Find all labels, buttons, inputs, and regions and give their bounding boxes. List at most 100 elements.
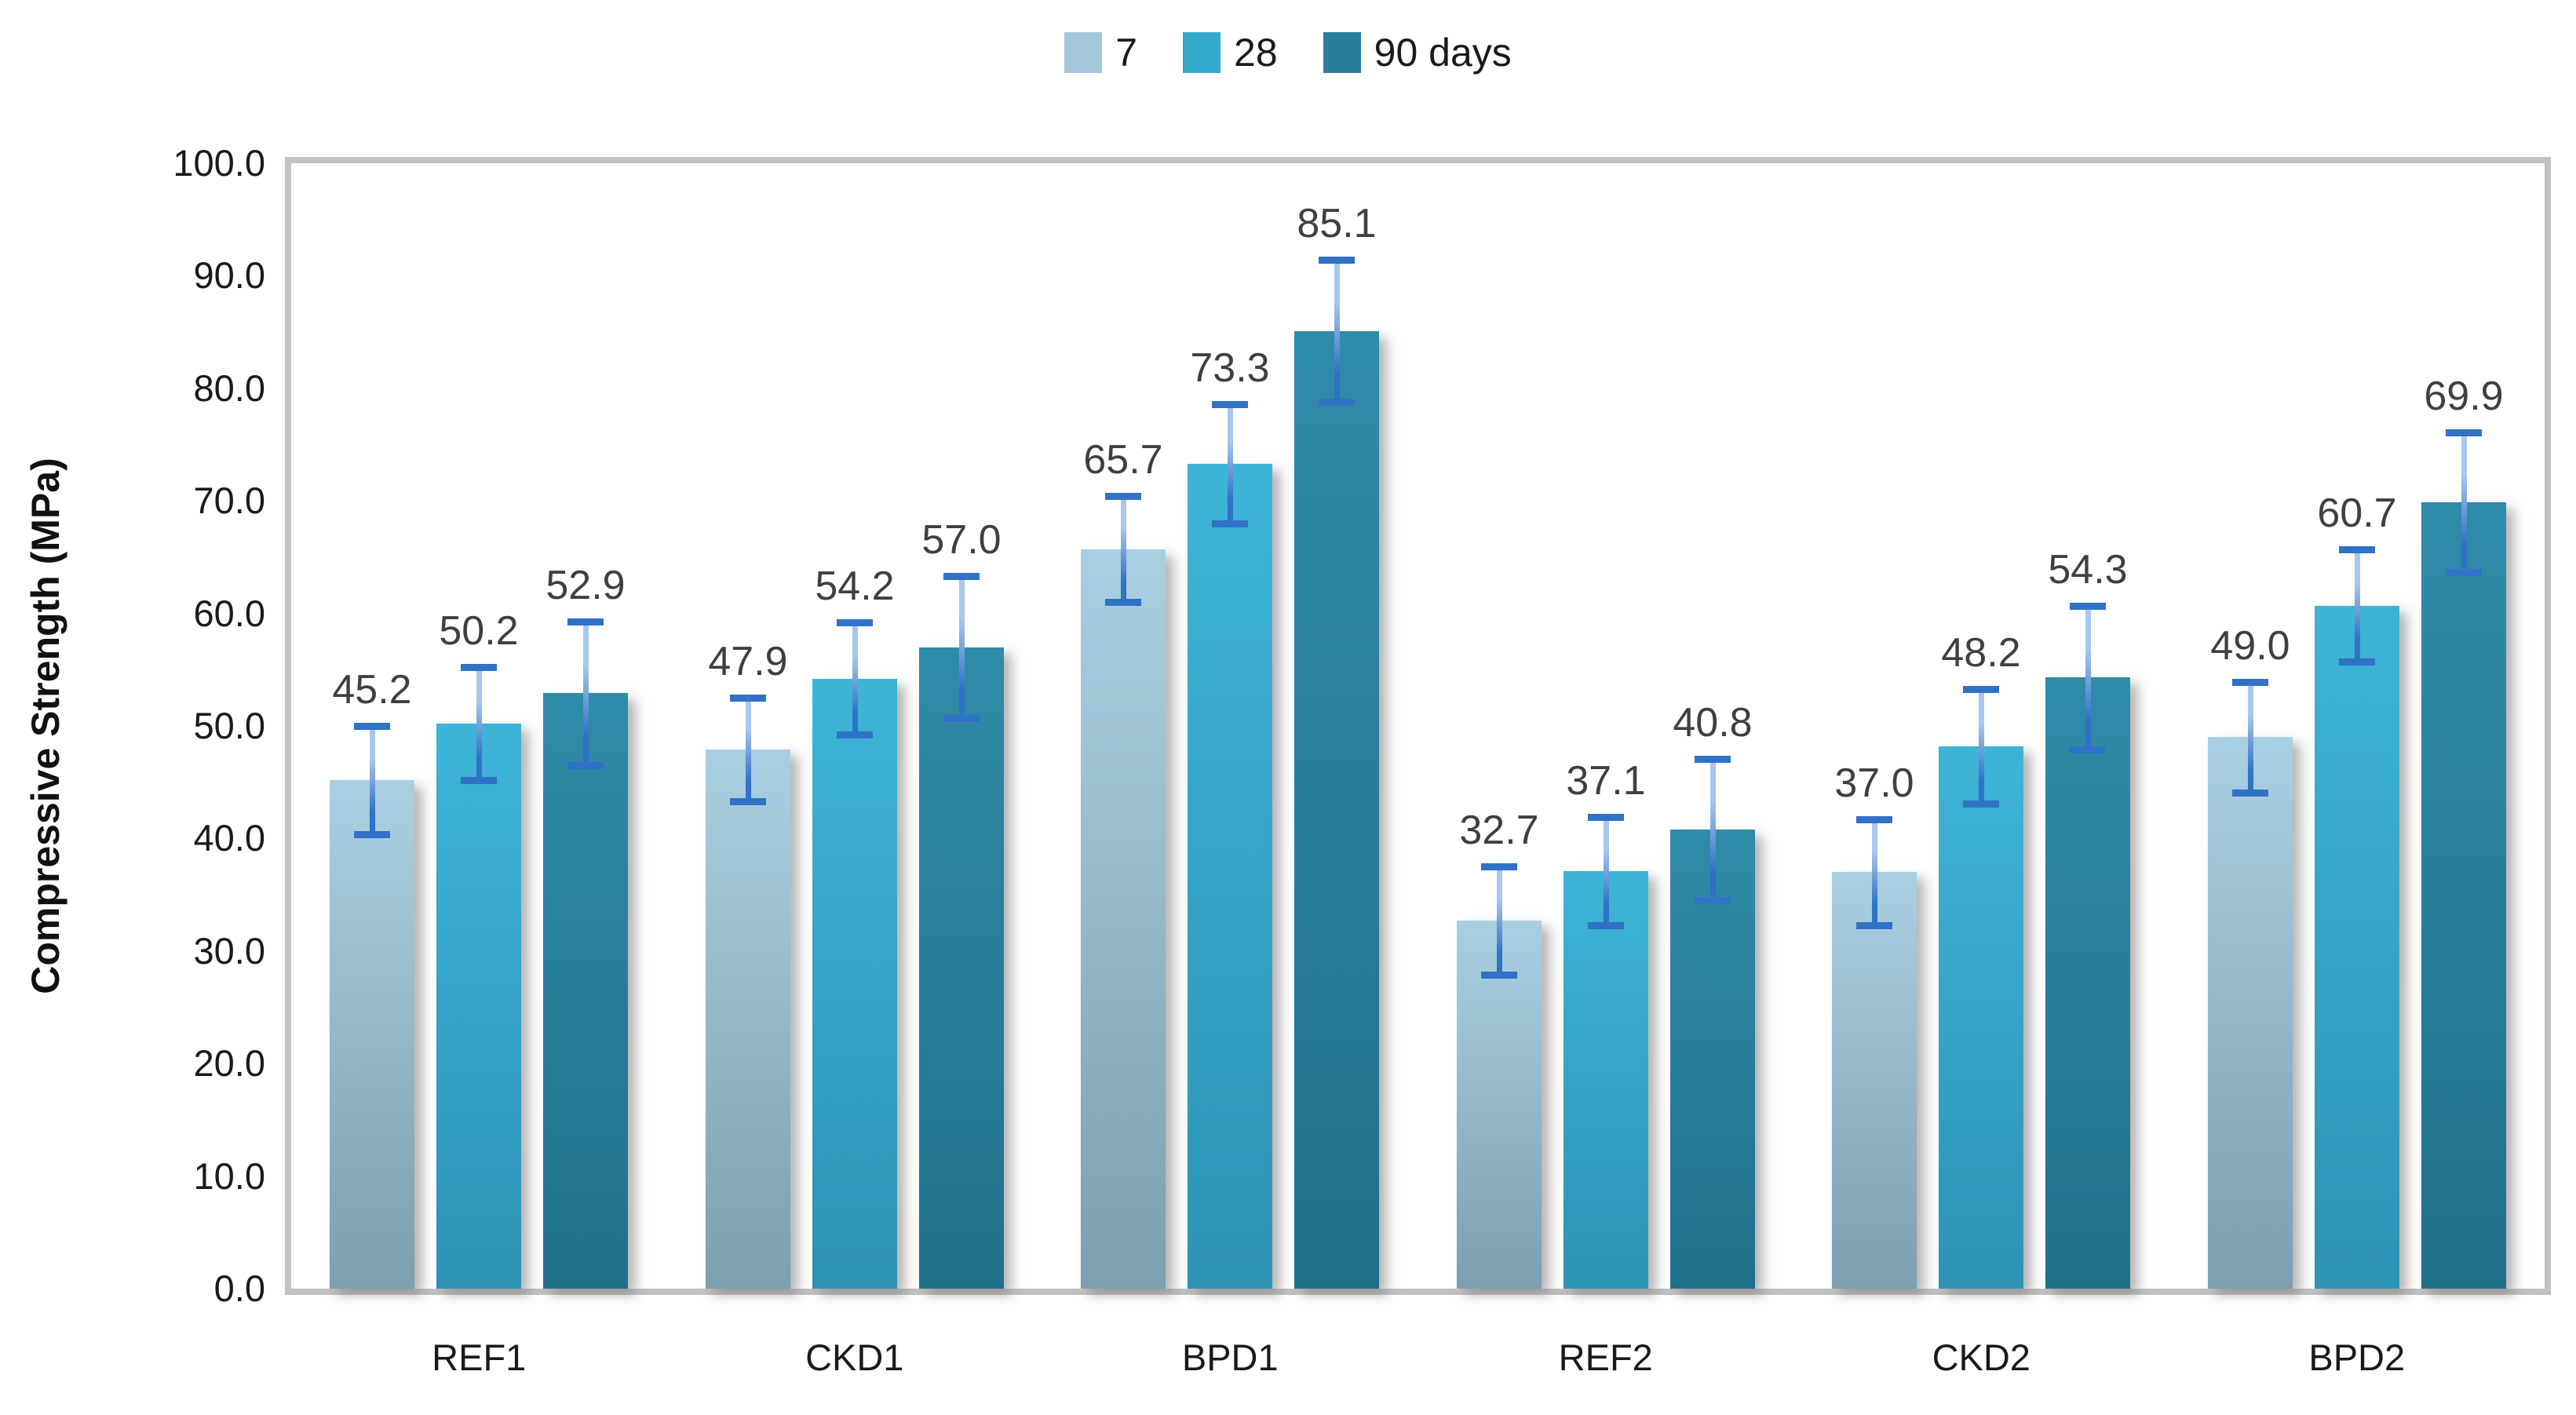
error-bar-bottom-cap <box>567 762 604 770</box>
error-bar-line <box>2247 682 2253 793</box>
error-bar-line <box>582 621 589 766</box>
error-bar-top-cap <box>1212 400 1248 408</box>
error-bar-bottom-cap <box>2446 568 2482 576</box>
error-bar-top-cap <box>2070 602 2106 610</box>
y-tick-label-10.0: 10.0 <box>193 1154 265 1197</box>
legend-label: 28 <box>1234 31 1278 75</box>
error-bar-top-cap <box>1481 863 1517 871</box>
x-category-label-REF1: REF1 <box>432 1337 527 1378</box>
data-label-BPD2-90days: 69.9 <box>2424 373 2504 419</box>
error-bar-line <box>1120 496 1126 603</box>
error-bar-bottom-cap <box>730 798 766 806</box>
x-category-label-BPD2: BPD2 <box>2308 1337 2406 1378</box>
bar-CKD2-7 <box>1832 872 1917 1289</box>
bar-BPD1-28 <box>1188 464 1272 1289</box>
bar-BPD2-90days <box>2421 502 2506 1289</box>
error-bar-line <box>1227 403 1233 523</box>
y-tick-label-80.0: 80.0 <box>193 367 265 409</box>
x-category-label-BPD1: BPD1 <box>1181 1337 1279 1378</box>
data-label-BPD1-7: 65.7 <box>1083 437 1163 483</box>
error-bar-bottom-cap <box>1481 971 1517 979</box>
data-label-BPD2-28: 60.7 <box>2317 490 2397 536</box>
error-bar-bottom-cap <box>1212 520 1248 527</box>
error-bar-top-cap <box>2339 545 2375 553</box>
error-bar-bottom-cap <box>837 731 873 739</box>
plot-area: 45.2 50.2 52.9 47.9 54.2 57.0 65.7 73.3 85.1 32.7… <box>285 157 2551 1295</box>
bar-REF2-90days <box>1670 830 1755 1289</box>
error-bar-line <box>958 576 965 718</box>
legend: 7 28 90 days <box>0 30 2576 75</box>
error-bar-top-cap <box>1856 816 1892 824</box>
error-bar-top-cap <box>2446 429 2482 436</box>
bar-REF2-7 <box>1457 921 1542 1289</box>
bar-REF1-90days <box>543 693 628 1289</box>
error-bar-bottom-cap <box>1963 800 1999 808</box>
plot-inner: 45.2 50.2 52.9 47.9 54.2 57.0 65.7 73.3 85.1 32.7… <box>291 163 2545 1289</box>
error-bar-top-cap <box>461 664 497 672</box>
y-tick-label-60.0: 60.0 <box>193 592 265 634</box>
x-category-label-CKD1: CKD1 <box>805 1337 904 1378</box>
x-category-label-CKD2: CKD2 <box>1932 1337 2031 1378</box>
data-label-CKD1-28: 54.2 <box>815 563 895 610</box>
bar-REF1-7 <box>330 780 414 1289</box>
legend-item-3: 90 days <box>1323 30 1512 75</box>
error-bar-top-cap <box>837 619 873 627</box>
error-bar-bottom-cap <box>2070 746 2106 754</box>
legend-swatch-icon <box>1064 32 1103 73</box>
y-tick-label-90.0: 90.0 <box>193 254 265 297</box>
error-bar-bottom-cap <box>943 714 980 722</box>
data-label-REF1-28: 50.2 <box>439 608 519 655</box>
data-label-REF1-90days: 52.9 <box>545 562 626 608</box>
data-label-BPD1-28: 73.3 <box>1190 345 1270 391</box>
bar-BPD1-7 <box>1081 549 1166 1289</box>
error-bar-line <box>2085 605 2091 750</box>
error-bar-top-cap <box>567 618 604 625</box>
error-bar-line <box>1496 866 1502 975</box>
error-bar-top-cap <box>1695 755 1731 763</box>
y-tick-label-50.0: 50.0 <box>193 705 265 746</box>
error-bar-line <box>1334 260 1340 402</box>
error-bar-top-cap <box>730 695 766 702</box>
bar-CKD1-90days <box>919 647 1004 1289</box>
bar-CKD1-7 <box>706 749 790 1289</box>
error-bar-top-cap <box>1588 814 1624 822</box>
bar-BPD1-90days <box>1294 331 1379 1289</box>
error-bar-top-cap <box>354 723 390 730</box>
bar-CKD2-90days <box>2045 677 2130 1289</box>
error-bar-line <box>476 667 482 780</box>
y-tick-label-0.0: 0.0 <box>213 1267 265 1309</box>
bar-REF1-28 <box>436 724 521 1289</box>
data-label-CKD2-90days: 54.3 <box>2048 546 2128 593</box>
bar-BPD2-7 <box>2208 737 2293 1289</box>
data-label-CKD2-7: 37.0 <box>1834 760 1914 807</box>
error-bar-bottom-cap <box>2339 658 2375 666</box>
data-label-CKD2-28: 48.2 <box>1941 629 2021 676</box>
y-tick-label-100.0: 100.0 <box>173 142 265 184</box>
error-bar-line <box>1978 688 1984 804</box>
data-label-CKD1-90days: 57.0 <box>921 517 1002 563</box>
bar-REF2-28 <box>1563 871 1648 1289</box>
error-bar-top-cap <box>1319 257 1355 264</box>
data-label-REF2-90days: 40.8 <box>1673 699 1753 746</box>
error-bar-bottom-cap <box>1319 399 1355 406</box>
x-category-label-REF2: REF2 <box>1558 1337 1653 1378</box>
error-bar-line <box>2461 432 2467 572</box>
error-bar-top-cap <box>2232 679 2268 687</box>
error-bar-bottom-cap <box>354 830 390 838</box>
y-tick-label-70.0: 70.0 <box>193 480 265 522</box>
bar-BPD2-28 <box>2315 606 2399 1289</box>
legend-label: 7 <box>1115 31 1138 75</box>
error-bar-line <box>1871 819 1877 925</box>
legend-item-2: 28 <box>1183 30 1278 75</box>
error-bar-line <box>369 726 375 834</box>
data-label-REF2-28: 37.1 <box>1566 758 1646 804</box>
y-tick-label-20.0: 20.0 <box>193 1042 265 1085</box>
data-label-REF2-7: 32.7 <box>1459 808 1539 854</box>
error-bar-bottom-cap <box>1588 921 1624 929</box>
legend-swatch-icon <box>1183 32 1221 73</box>
error-bar-line <box>2354 549 2360 662</box>
data-label-CKD1-7: 47.9 <box>708 639 788 685</box>
error-bar-top-cap <box>1105 493 1141 501</box>
legend-swatch-icon <box>1323 32 1361 73</box>
